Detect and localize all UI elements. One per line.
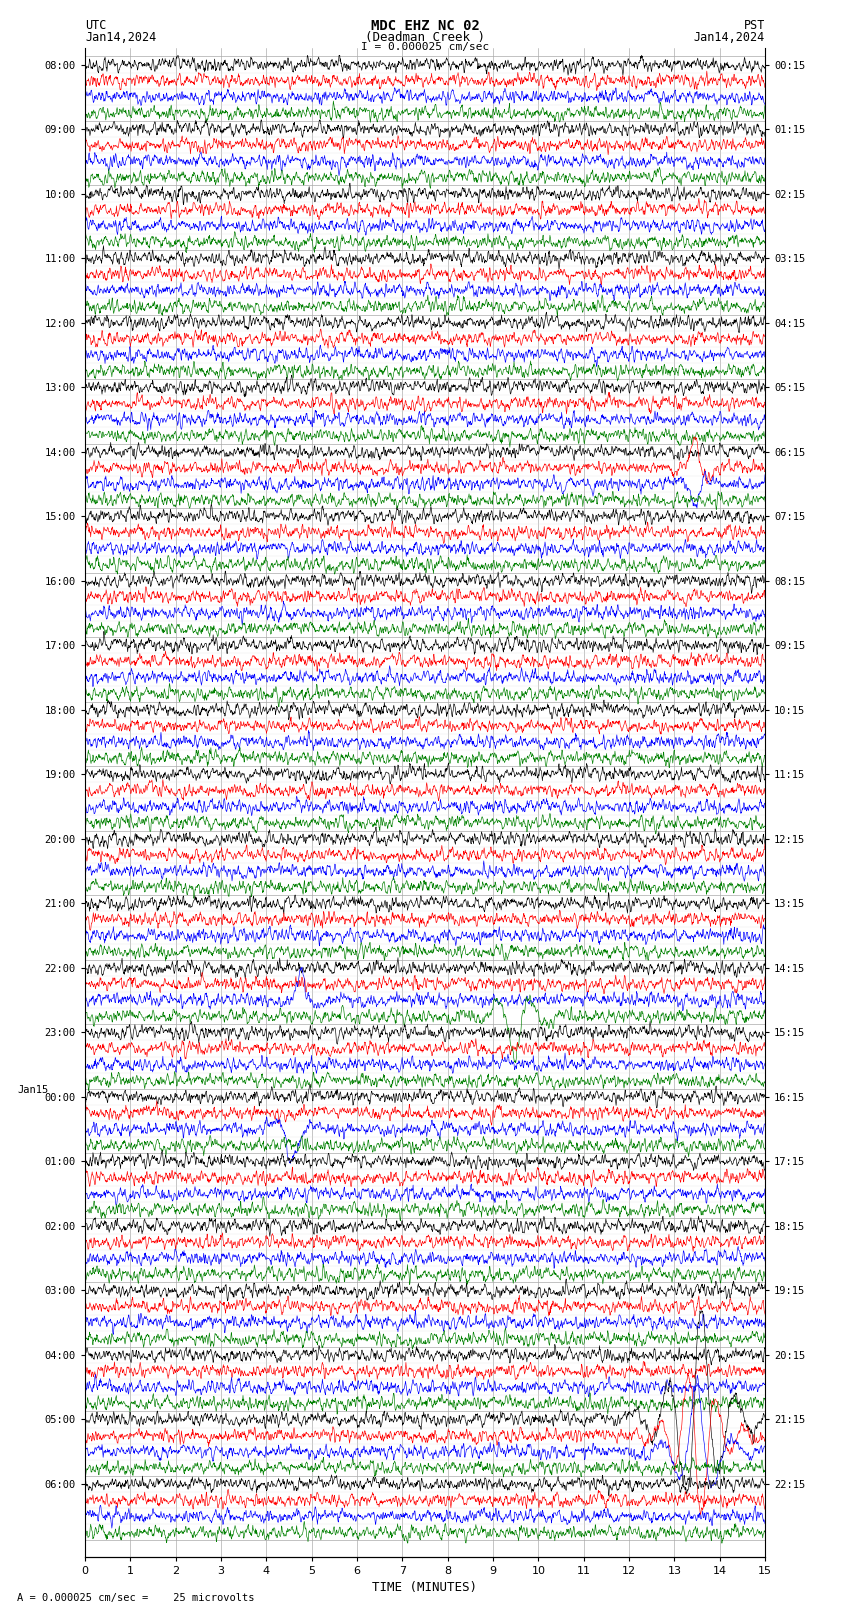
- Text: Jan14,2024: Jan14,2024: [694, 31, 765, 44]
- Text: A = 0.000025 cm/sec =    25 microvolts: A = 0.000025 cm/sec = 25 microvolts: [17, 1594, 254, 1603]
- X-axis label: TIME (MINUTES): TIME (MINUTES): [372, 1581, 478, 1594]
- Text: Jan15: Jan15: [18, 1086, 48, 1095]
- Text: MDC EHZ NC 02: MDC EHZ NC 02: [371, 19, 479, 34]
- Text: Jan14,2024: Jan14,2024: [85, 31, 156, 44]
- Text: UTC: UTC: [85, 19, 106, 32]
- Text: (Deadman Creek ): (Deadman Creek ): [365, 31, 485, 44]
- Text: I = 0.000025 cm/sec: I = 0.000025 cm/sec: [361, 42, 489, 52]
- Text: PST: PST: [744, 19, 765, 32]
